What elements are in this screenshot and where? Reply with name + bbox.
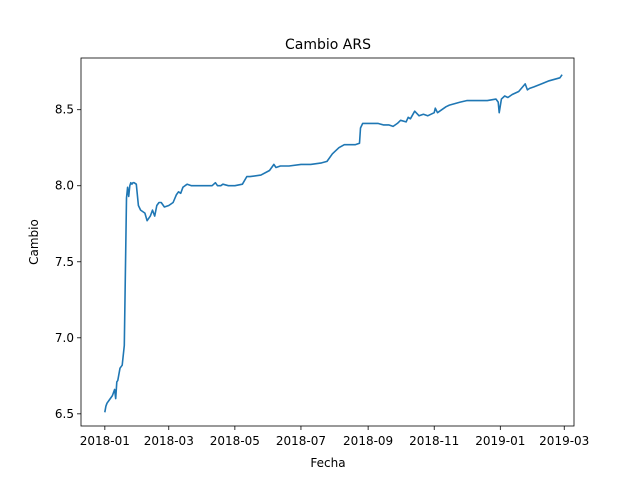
y-tick-label: 8.5	[55, 103, 74, 117]
x-tick-label: 2018-03	[144, 434, 194, 448]
x-tick-label: 2018-09	[343, 434, 393, 448]
x-axis-ticks: 2018-01 2018-03 2018-05 2018-07 2018-09 2018-…	[80, 426, 589, 448]
y-tick-label: 7.0	[55, 331, 74, 345]
chart-title: Cambio ARS	[285, 37, 371, 53]
x-tick-label: 2019-01	[475, 434, 525, 448]
x-tick-label: 2018-01	[80, 434, 130, 448]
y-tick-label: 7.5	[55, 255, 74, 269]
y-tick-label: 6.5	[55, 407, 74, 421]
x-tick-label: 2018-05	[210, 434, 260, 448]
y-axis-ticks: 6.5 7.0 7.5 8.0 8.5	[55, 103, 81, 421]
x-tick-label: 2019-03	[539, 434, 589, 448]
x-axis-label: Fecha	[310, 456, 345, 470]
y-axis-label: Cambio	[27, 219, 41, 265]
x-tick-label: 2018-07	[276, 434, 326, 448]
plot-frame	[80, 57, 575, 427]
x-tick-label: 2018-11	[409, 434, 459, 448]
y-tick-label: 8.0	[55, 179, 74, 193]
series-line	[104, 74, 563, 413]
